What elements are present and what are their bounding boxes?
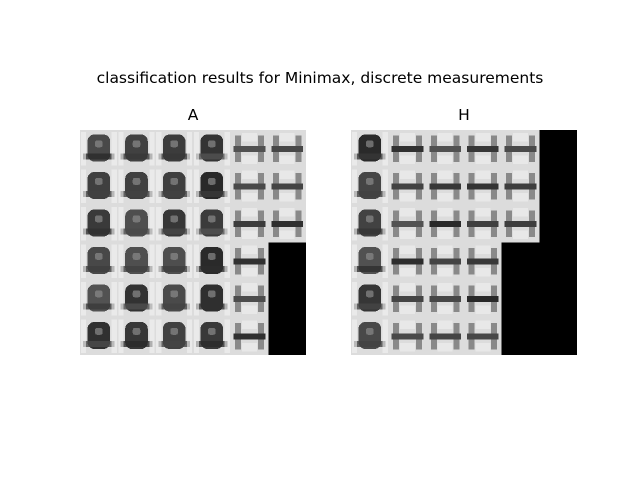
tile-h-3-3 (464, 242, 502, 280)
tile-a-4-2 (155, 280, 193, 318)
tile-a-4-1 (117, 280, 156, 318)
tile-a-3-0 (80, 242, 118, 280)
tile-h-0-4 (501, 130, 540, 168)
tile-a-0-3 (193, 130, 231, 168)
tile-a-3-4 (230, 242, 269, 280)
tile-h-3-1 (388, 242, 427, 280)
tile-a-2-4 (230, 205, 269, 243)
tile-a-0-1 (117, 130, 156, 168)
tile-h-4-3 (464, 280, 502, 318)
tile-a-3-2 (155, 242, 193, 280)
tile-h-2-1 (388, 205, 427, 243)
tile-a-0-0 (80, 130, 118, 168)
tile-a-0-4 (230, 130, 269, 168)
tile-a-2-0 (80, 205, 118, 243)
tile-grid-a (80, 130, 306, 355)
tile-a-4-4 (230, 280, 269, 318)
tile-grid-h (351, 130, 577, 355)
panel-title-h: H (458, 106, 470, 124)
tile-a-3-3 (193, 242, 231, 280)
tile-h-1-2 (426, 167, 464, 205)
tile-a-0-5 (268, 130, 306, 168)
tile-h-5-1 (388, 317, 427, 355)
tile-h-4-2 (426, 280, 464, 318)
tile-a-2-3 (193, 205, 231, 243)
tile-a-0-2 (155, 130, 193, 168)
tile-a-1-5 (268, 167, 306, 205)
tile-h-1-4 (501, 167, 540, 205)
tile-h-2-4 (501, 205, 540, 243)
tile-a-1-0 (80, 167, 118, 205)
tile-a-5-3 (193, 317, 231, 355)
tile-a-2-5 (268, 205, 306, 243)
tile-h-2-2 (426, 205, 464, 243)
tile-a-1-3 (193, 167, 231, 205)
tile-h-4-0 (351, 280, 389, 318)
tile-a-4-3 (193, 280, 231, 318)
tile-a-5-4 (230, 317, 269, 355)
tile-h-4-1 (388, 280, 427, 318)
figure-title: classification results for Minimax, disc… (96, 69, 544, 87)
tile-h-3-0 (351, 242, 389, 280)
tile-a-5-0 (80, 317, 118, 355)
tile-h-5-2 (426, 317, 464, 355)
tile-h-1-0 (351, 167, 389, 205)
tile-a-1-2 (155, 167, 193, 205)
tile-h-5-0 (351, 317, 389, 355)
tile-a-5-1 (117, 317, 156, 355)
tile-h-2-3 (464, 205, 502, 243)
tile-h-3-2 (426, 242, 464, 280)
tile-h-0-2 (426, 130, 464, 168)
tile-a-5-2 (155, 317, 193, 355)
tile-h-0-1 (388, 130, 427, 168)
tile-h-2-0 (351, 205, 389, 243)
tile-h-1-1 (388, 167, 427, 205)
tile-h-0-0 (351, 130, 389, 168)
tile-a-2-2 (155, 205, 193, 243)
tile-a-2-1 (117, 205, 156, 243)
tile-h-0-3 (464, 130, 502, 168)
tile-h-1-3 (464, 167, 502, 205)
tile-a-1-1 (117, 167, 156, 205)
tile-a-4-0 (80, 280, 118, 318)
tile-a-3-1 (117, 242, 156, 280)
panel-title-a: A (187, 106, 199, 124)
tile-h-5-3 (464, 317, 502, 355)
tile-a-1-4 (230, 167, 269, 205)
